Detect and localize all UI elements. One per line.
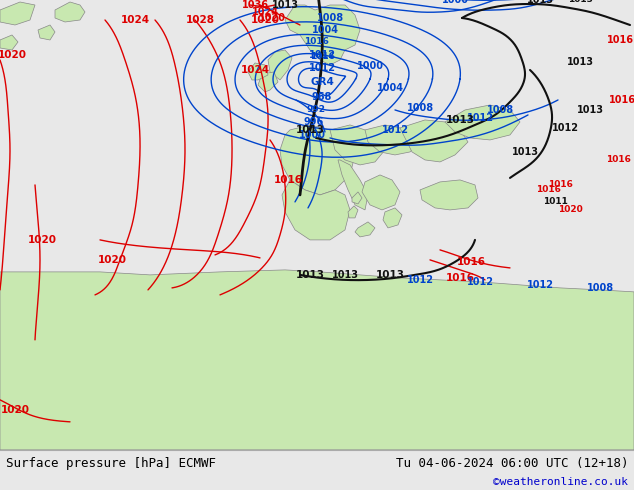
- Polygon shape: [0, 2, 35, 25]
- Text: 1016: 1016: [456, 257, 486, 267]
- Text: 1012: 1012: [467, 277, 493, 287]
- Text: 992: 992: [306, 105, 325, 115]
- Text: 1028: 1028: [186, 15, 214, 25]
- Polygon shape: [282, 180, 350, 240]
- Text: 1013: 1013: [295, 125, 325, 135]
- Polygon shape: [383, 208, 402, 228]
- Text: 1016: 1016: [605, 155, 630, 165]
- Text: 1013: 1013: [526, 0, 553, 5]
- Text: 1004: 1004: [311, 25, 339, 35]
- Text: 1012: 1012: [552, 123, 578, 133]
- Text: 1000: 1000: [441, 0, 469, 5]
- Text: 1024: 1024: [252, 7, 278, 17]
- Polygon shape: [0, 270, 634, 450]
- Text: 1016: 1016: [304, 37, 328, 47]
- Polygon shape: [258, 72, 278, 92]
- Text: 1036: 1036: [242, 0, 269, 10]
- Text: 1013: 1013: [512, 147, 538, 157]
- Text: 1020: 1020: [558, 205, 583, 215]
- Text: 1012: 1012: [406, 275, 434, 285]
- Text: 1024: 1024: [120, 15, 150, 25]
- Polygon shape: [330, 125, 385, 165]
- Text: GR4: GR4: [310, 77, 334, 87]
- Text: 1000: 1000: [356, 61, 384, 71]
- Text: 1008: 1008: [586, 283, 614, 293]
- Polygon shape: [420, 180, 478, 210]
- Polygon shape: [445, 105, 520, 140]
- Text: 1020: 1020: [27, 235, 56, 245]
- Text: 1008: 1008: [316, 13, 344, 23]
- Text: 1020: 1020: [98, 255, 127, 265]
- Text: 1016: 1016: [548, 180, 573, 190]
- Text: 1000: 1000: [299, 130, 325, 140]
- Polygon shape: [400, 120, 468, 162]
- Polygon shape: [0, 35, 18, 50]
- Polygon shape: [285, 5, 360, 65]
- Text: 1020: 1020: [259, 13, 285, 23]
- Text: 1013: 1013: [332, 270, 358, 280]
- Text: 1012: 1012: [526, 280, 553, 290]
- Text: 1016: 1016: [309, 52, 335, 61]
- Text: ©weatheronline.co.uk: ©weatheronline.co.uk: [493, 477, 628, 487]
- Polygon shape: [348, 206, 358, 218]
- Polygon shape: [55, 2, 85, 22]
- Text: Tu 04-06-2024 06:00 UTC (12+18): Tu 04-06-2024 06:00 UTC (12+18): [396, 457, 628, 470]
- Polygon shape: [355, 222, 375, 237]
- Text: 1012: 1012: [467, 113, 493, 123]
- Polygon shape: [268, 50, 292, 80]
- Text: 1024: 1024: [240, 65, 269, 75]
- Text: 1016: 1016: [607, 35, 633, 45]
- Text: 1016: 1016: [609, 95, 634, 105]
- Polygon shape: [338, 160, 368, 210]
- Text: 1020: 1020: [0, 50, 27, 60]
- Text: 1020: 1020: [1, 405, 30, 415]
- Polygon shape: [362, 175, 400, 210]
- Polygon shape: [352, 192, 362, 204]
- Polygon shape: [365, 125, 420, 155]
- Polygon shape: [248, 63, 268, 80]
- Text: 1013: 1013: [446, 115, 474, 125]
- Text: 968: 968: [312, 92, 332, 102]
- Text: 1016: 1016: [446, 273, 474, 283]
- Text: 1012: 1012: [309, 50, 335, 60]
- Polygon shape: [280, 125, 355, 195]
- Text: 1016: 1016: [273, 175, 302, 185]
- Text: 996: 996: [304, 117, 324, 127]
- Text: 1013: 1013: [271, 0, 299, 10]
- Text: 1004: 1004: [377, 83, 403, 93]
- Text: 1013: 1013: [295, 270, 325, 280]
- Text: 1012: 1012: [382, 125, 408, 135]
- Polygon shape: [38, 25, 55, 40]
- Text: 1013: 1013: [576, 105, 604, 115]
- Text: 1013: 1013: [567, 57, 593, 67]
- Text: 1013: 1013: [375, 270, 404, 280]
- Text: 1011: 1011: [543, 197, 567, 206]
- Text: 1008: 1008: [406, 103, 434, 113]
- Text: 1013: 1013: [567, 0, 592, 4]
- Text: 1020: 1020: [250, 15, 280, 25]
- Text: Surface pressure [hPa] ECMWF: Surface pressure [hPa] ECMWF: [6, 457, 216, 470]
- Text: 1016: 1016: [536, 185, 560, 195]
- Text: 1012: 1012: [309, 63, 335, 73]
- Text: 1008: 1008: [486, 105, 514, 115]
